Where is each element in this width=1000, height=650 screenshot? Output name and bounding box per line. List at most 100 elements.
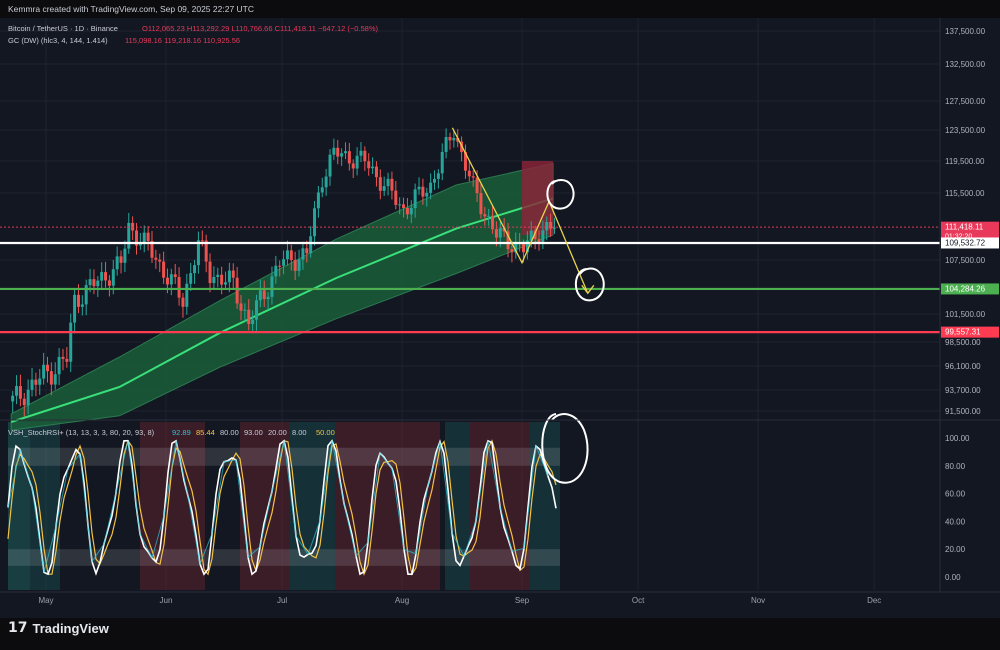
candle-body xyxy=(448,137,452,141)
candle-body xyxy=(487,215,491,217)
candle-body xyxy=(367,161,371,169)
candle-body xyxy=(514,242,518,253)
candle-body xyxy=(177,277,181,298)
candle-body xyxy=(150,241,154,258)
candle-body xyxy=(235,277,239,304)
candle-body xyxy=(251,319,255,324)
level-price-label: 104,284.26 xyxy=(945,284,986,293)
time-tick-label: Jun xyxy=(160,596,173,605)
candle-body xyxy=(433,178,436,183)
candle-body xyxy=(270,276,274,297)
candle-body xyxy=(359,150,363,156)
time-tick-label: Jul xyxy=(277,596,287,605)
candle-body xyxy=(239,303,243,311)
candle-body xyxy=(53,374,57,385)
candle-body xyxy=(285,250,289,260)
projection-path xyxy=(451,127,589,294)
candle-body xyxy=(456,138,460,142)
oscillator-value: 93.00 xyxy=(244,428,263,437)
candle-body xyxy=(224,282,228,285)
candle-body xyxy=(421,186,425,197)
candle-body xyxy=(436,173,440,179)
candle-body xyxy=(374,166,378,178)
candle-body xyxy=(479,193,483,215)
candle-body xyxy=(92,279,96,287)
candle-body xyxy=(363,150,367,162)
candle-body xyxy=(402,204,406,208)
candle-body xyxy=(262,290,266,300)
candle-body xyxy=(127,222,131,249)
oscillator-value: 20.00 xyxy=(268,428,287,437)
candle-body xyxy=(165,277,169,285)
candle-body xyxy=(247,309,251,324)
candle-body xyxy=(80,304,84,307)
oscillator-value: 85.44 xyxy=(196,428,215,437)
price-tick-label: 119,500.00 xyxy=(945,157,985,166)
candle-body xyxy=(212,277,216,284)
time-tick-label: Aug xyxy=(395,596,409,605)
time-tick-label: Sep xyxy=(515,596,530,605)
candle-body xyxy=(351,163,355,169)
candle-body xyxy=(84,285,88,305)
candle-body xyxy=(293,259,297,271)
tradingview-logo: 17 TradingView xyxy=(8,620,109,636)
candle-body xyxy=(386,178,390,187)
time-tick-label: Oct xyxy=(632,596,645,605)
price-tick-label: 127,500.00 xyxy=(945,97,986,106)
created-by-text: Kemmra created with TradingView.com, Sep… xyxy=(8,4,254,14)
oscillator-value: 92.89 xyxy=(172,428,191,437)
candle-body xyxy=(506,231,510,250)
price-tick-label: 107,500.00 xyxy=(945,256,986,265)
candle-body xyxy=(227,270,231,283)
candle-body xyxy=(525,240,529,253)
candle-body xyxy=(494,229,498,238)
osc-tick-label: 80.00 xyxy=(945,462,966,471)
candle-body xyxy=(309,236,313,254)
candle-body xyxy=(208,261,212,284)
candle-body xyxy=(61,356,65,359)
candle-body xyxy=(57,356,61,375)
candle-body xyxy=(463,152,467,171)
osc-tick-label: 40.00 xyxy=(945,517,966,526)
candle-body xyxy=(115,256,119,270)
candle-body xyxy=(18,386,22,399)
stochrsi-rsi-line xyxy=(7,440,549,573)
candle-body xyxy=(38,378,42,385)
candle-body xyxy=(340,153,344,157)
candle-body xyxy=(471,176,475,178)
candle-body xyxy=(378,177,382,191)
candle-body xyxy=(429,182,433,193)
indicator-label: GC (DW) (hlc3, 4, 144, 1.414) xyxy=(8,36,108,45)
tradingview-logo-text: TradingView xyxy=(32,620,109,636)
candle-body xyxy=(34,379,38,385)
candle-body xyxy=(119,256,123,263)
candle-body xyxy=(15,386,19,396)
osc-background-column xyxy=(140,422,205,590)
oscillator-value: 50.00 xyxy=(316,428,335,437)
candle-body xyxy=(510,249,514,253)
price-tick-label: 137,500.00 xyxy=(945,27,986,36)
candle-body xyxy=(452,138,456,141)
candle-body xyxy=(162,261,166,278)
candle-body xyxy=(332,147,336,155)
candle-body xyxy=(104,272,108,281)
candle-body xyxy=(282,259,286,266)
level-price-tag xyxy=(941,326,999,338)
candle-body xyxy=(154,257,158,260)
oscillator-value: 8.00 xyxy=(292,428,307,437)
candle-body xyxy=(289,250,293,260)
level-price-tag xyxy=(941,283,999,295)
candle-body xyxy=(498,228,502,238)
candle-body xyxy=(382,186,386,191)
candle-body xyxy=(196,240,200,266)
candle-body xyxy=(158,259,162,262)
price-tick-label: 98,500.00 xyxy=(945,338,981,347)
candle-body xyxy=(405,207,409,215)
candle-body xyxy=(398,204,402,206)
candle-body xyxy=(529,230,533,241)
candle-body xyxy=(537,239,541,243)
candle-body xyxy=(173,274,177,278)
annotation-circle-oscillator xyxy=(541,413,589,484)
candle-body xyxy=(440,151,444,174)
